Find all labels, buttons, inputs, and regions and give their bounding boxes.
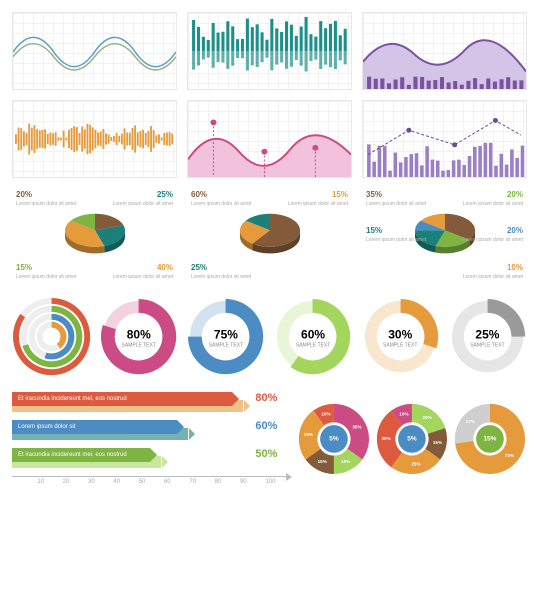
mini-chart-spectrum xyxy=(12,100,177,178)
svg-text:20%: 20% xyxy=(423,415,432,420)
svg-text:10%: 10% xyxy=(400,412,409,417)
mini-chart-areawave xyxy=(362,12,527,90)
pie-label: 35% xyxy=(366,190,426,200)
pie-label: 20% xyxy=(463,226,523,236)
donut-1: 80%SAMPLE TEXT xyxy=(99,297,178,378)
svg-text:5%: 5% xyxy=(408,436,418,443)
seg-ring-3: 73% 27% 15% xyxy=(453,402,527,478)
seg-ring-1: 35% 15% 15% 25% 10% 5% xyxy=(297,402,371,478)
pie-label: 10% xyxy=(463,263,523,273)
pie-label: 25% xyxy=(113,190,173,200)
pie-label: 40% xyxy=(113,263,173,273)
donut-pct: 25% xyxy=(470,327,504,341)
svg-text:15%: 15% xyxy=(433,440,442,445)
donut-pct: 30% xyxy=(383,327,417,341)
pie-label: 25% xyxy=(191,263,251,273)
svg-text:10%: 10% xyxy=(322,412,331,417)
mini-chart-wave xyxy=(12,12,177,90)
donut-4: 30%SAMPLE TEXT xyxy=(361,297,440,378)
svg-text:15%: 15% xyxy=(484,436,497,443)
pie-label: 15% xyxy=(366,226,426,236)
svg-text:25%: 25% xyxy=(412,462,421,467)
arrow-bar: Et iracundia incidereunt mei, eos nostru… xyxy=(12,448,287,468)
mini-chart-barsline xyxy=(362,100,527,178)
donut-3: 60%SAMPLE TEXT xyxy=(273,297,352,378)
svg-text:30%: 30% xyxy=(382,436,391,441)
mini-chart-wavefill xyxy=(187,100,352,178)
arrow-bars: Et iracundia incidereunt mei, eos nostru… xyxy=(12,392,287,488)
bottom-row: Et iracundia incidereunt mei, eos nostru… xyxy=(12,392,527,488)
seg-ring-2: 20% 15% 25% 30% 10% 5% xyxy=(375,402,449,478)
svg-text:27%: 27% xyxy=(466,419,475,424)
svg-text:73%: 73% xyxy=(505,453,514,458)
donut-pct: 80% xyxy=(122,327,156,341)
donut-row: 80%SAMPLE TEXT 75%SAMPLE TEXT 60%SAMPLE … xyxy=(12,297,527,378)
pie3d-row: 20%Lorem ipsum dolor sit amet 25%Lorem i… xyxy=(12,188,527,283)
svg-text:35%: 35% xyxy=(353,425,362,430)
pie3d-1: 20%Lorem ipsum dolor sit amet 25%Lorem i… xyxy=(12,188,177,283)
mini-chart-row-1 xyxy=(12,12,527,90)
pie-label: 20% xyxy=(16,190,76,200)
pie-label: 20% xyxy=(463,190,523,200)
pie3d-3: 35%Lorem ipsum dolor sit amet 20%Lorem i… xyxy=(362,188,527,283)
pie3d-2: 60%Lorem ipsum dolor sit amet 15%Lorem i… xyxy=(187,188,352,283)
arrow-bar: Lorem ipsum dolor sit60% xyxy=(12,420,287,440)
pie-label: 15% xyxy=(16,263,76,273)
axis: 102030405060708090100 xyxy=(12,476,287,488)
svg-text:15%: 15% xyxy=(318,459,327,464)
segment-rings: 35% 15% 15% 25% 10% 5% 20% 15% 25% 30% 10% 5% 73% 2… xyxy=(297,402,527,478)
mini-chart-row-2 xyxy=(12,100,527,178)
mini-chart-colbars xyxy=(187,12,352,90)
donut-pct: 60% xyxy=(296,327,330,341)
svg-text:25%: 25% xyxy=(304,432,313,437)
donut-5: 25%SAMPLE TEXT xyxy=(448,297,527,378)
donut-pct: 75% xyxy=(209,327,243,341)
pie-label: 60% xyxy=(191,190,251,200)
svg-text:15%: 15% xyxy=(341,459,350,464)
multi-ring-chart xyxy=(12,297,91,378)
svg-text:5%: 5% xyxy=(330,436,340,443)
pie-label: 15% xyxy=(288,190,348,200)
arrow-bar: Et iracundia incidereunt mei, eos nostru… xyxy=(12,392,287,412)
donut-2: 75%SAMPLE TEXT xyxy=(186,297,265,378)
